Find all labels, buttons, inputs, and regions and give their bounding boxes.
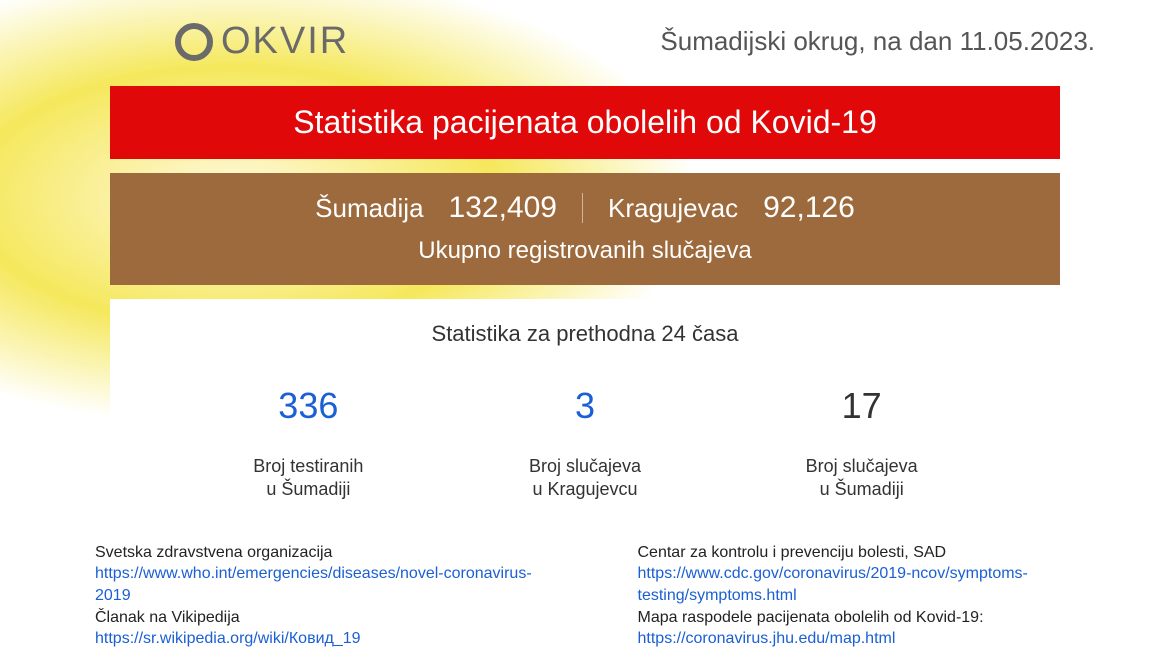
title-bar: Statistika pacijenata obolelih od Kovid-… [110,86,1060,159]
stats-24h-panel: Statistika za prethodna 24 časa 336 Broj… [110,299,1060,530]
stat-value-tested: 336 [170,385,447,427]
totals-row: Šumadija 132,409 Kragujevac 92,126 [110,191,1060,225]
stat-label-sumadija: Broj slučajeva u Šumadiji [723,455,1000,502]
footer-left-column: Svetska zdravstvena organizacija https:/… [95,542,558,650]
link-url-jhu[interactable]: https://coronavirus.jhu.edu/map.html [638,628,1101,650]
stat-value-kragujevac: 3 [447,385,724,427]
divider-icon [582,193,583,223]
date-prefix: Šumadijski okrug, na dan [660,26,952,56]
logo-text: OKVIR [221,20,349,63]
stat-column-kragujevac: 3 Broj slučajeva u Kragujevcu [447,385,724,502]
link-title-cdc: Centar za kontrolu i prevenciju bolesti,… [638,542,1101,564]
stat-value-sumadija: 17 [723,385,1000,427]
stat-column-tested: 336 Broj testiranih u Šumadiji [170,385,447,502]
stat-label-tested: Broj testiranih u Šumadiji [170,455,447,502]
region1-value: 132,409 [449,191,557,225]
header: OKVIR Šumadijski okrug, na dan 11.05.202… [0,0,1170,78]
link-url-who[interactable]: https://www.who.int/emergencies/diseases… [95,563,558,606]
stats-24h-title: Statistika za prethodna 24 časa [110,321,1060,347]
date-value: 11.05.2023. [960,26,1095,56]
totals-panel: Šumadija 132,409 Kragujevac 92,126 Ukupn… [110,173,1060,285]
footer-right-column: Centar za kontrolu i prevenciju bolesti,… [558,542,1101,650]
stat-label-kragujevac: Broj slučajeva u Kragujevcu [447,455,724,502]
region2-label: Kragujevac [608,193,738,224]
logo: OKVIR [175,20,349,63]
region2-value: 92,126 [763,191,855,225]
date-region-text: Šumadijski okrug, na dan 11.05.2023. [660,26,1095,57]
region1-label: Šumadija [315,193,423,224]
footer-links: Svetska zdravstvena organizacija https:/… [0,530,1170,650]
link-title-jhu: Mapa raspodele pacijenata obolelih od Ko… [638,607,1101,629]
stat-column-sumadija: 17 Broj slučajeva u Šumadiji [723,385,1000,502]
link-title-wiki: Članak na Vikipedija [95,607,558,629]
link-title-who: Svetska zdravstvena organizacija [95,542,558,564]
link-url-wiki[interactable]: https://sr.wikipedia.org/wiki/Ковид_19 [95,628,558,650]
stats-row: 336 Broj testiranih u Šumadiji 3 Broj sl… [110,385,1060,502]
totals-subtitle: Ukupno registrovanih slučajeva [110,237,1060,265]
logo-circle-icon [175,23,213,61]
link-url-cdc[interactable]: https://www.cdc.gov/coronavirus/2019-nco… [638,563,1101,606]
